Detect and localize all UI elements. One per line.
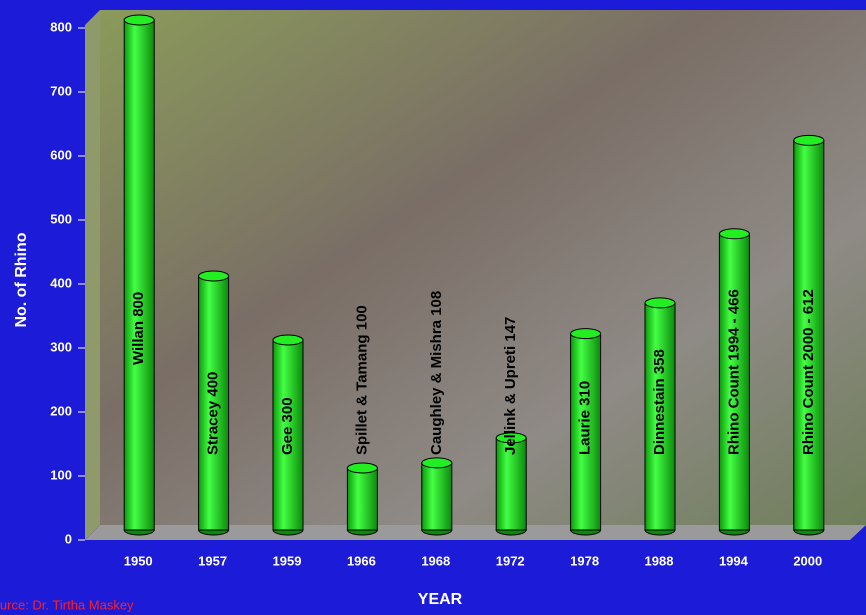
source-note: Source: Dr. Tirtha Maskey	[0, 597, 134, 612]
bar	[198, 275, 230, 531]
y-tick-label: 500	[50, 211, 72, 226]
y-tick-label: 300	[50, 339, 72, 354]
bar-cap	[644, 297, 676, 309]
y-axis-title: No. of Rhino	[13, 232, 30, 327]
bar-label: Jellink & Upreti 147	[502, 317, 519, 455]
y-tick-label: 0	[65, 531, 72, 546]
bar-cap	[272, 334, 304, 346]
bar	[793, 139, 825, 531]
bar	[272, 339, 304, 531]
x-tick-label: 1959	[273, 553, 302, 568]
bar-label: Rhino Count 1994 - 466	[725, 289, 742, 455]
bar-cap	[570, 328, 602, 340]
bar	[718, 233, 750, 531]
bar-cap	[718, 228, 750, 240]
bar-cap	[793, 134, 825, 146]
bar	[644, 302, 676, 531]
y-tick-label: 700	[50, 83, 72, 98]
bar-label: Spillet & Tamang 100	[353, 305, 370, 455]
x-tick-label: 1978	[570, 553, 599, 568]
x-tick-label: 1957	[198, 553, 227, 568]
y-tick-label: 600	[50, 147, 72, 162]
bar-cap	[421, 457, 453, 469]
bar-label: Dinnestain 358	[651, 349, 668, 455]
y-tick-label: 400	[50, 275, 72, 290]
x-tick-label: 1994	[719, 553, 749, 568]
bar-cap	[346, 462, 378, 474]
bar-label: Gee 300	[279, 397, 296, 455]
bar-label: Caughley & Mishra 108	[428, 291, 445, 455]
x-tick-label: 1966	[347, 553, 376, 568]
x-tick-label: 1988	[645, 553, 674, 568]
y-tick-label: 800	[50, 19, 72, 34]
bar	[346, 467, 378, 531]
x-tick-label: 1950	[124, 553, 153, 568]
bar-label: Willan 800	[130, 292, 147, 365]
side-wall	[85, 10, 100, 540]
y-tick-label: 100	[50, 467, 72, 482]
x-tick-label: 2000	[793, 553, 822, 568]
x-axis-title: YEAR	[418, 591, 463, 608]
bar-label: Stracey 400	[205, 372, 222, 455]
bar-label: Rhino Count 2000 - 612	[800, 289, 817, 455]
x-tick-label: 1968	[421, 553, 450, 568]
bar-cap	[495, 432, 527, 444]
bar-cap	[198, 270, 230, 282]
y-tick-label: 200	[50, 403, 72, 418]
bar	[421, 462, 453, 531]
bar-label: Laurie 310	[577, 381, 594, 455]
bar	[123, 19, 155, 531]
bar-cap	[123, 14, 155, 26]
x-tick-label: 1972	[496, 553, 525, 568]
